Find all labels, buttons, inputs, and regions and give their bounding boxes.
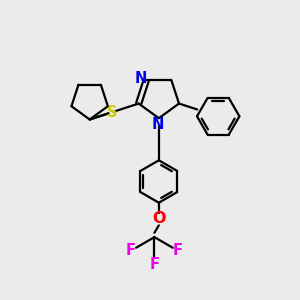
Text: O: O — [152, 212, 166, 226]
Text: S: S — [107, 105, 117, 120]
Text: N: N — [134, 71, 147, 86]
Text: F: F — [173, 243, 183, 258]
Text: F: F — [126, 243, 136, 258]
Text: N: N — [152, 117, 164, 132]
Text: F: F — [149, 257, 159, 272]
